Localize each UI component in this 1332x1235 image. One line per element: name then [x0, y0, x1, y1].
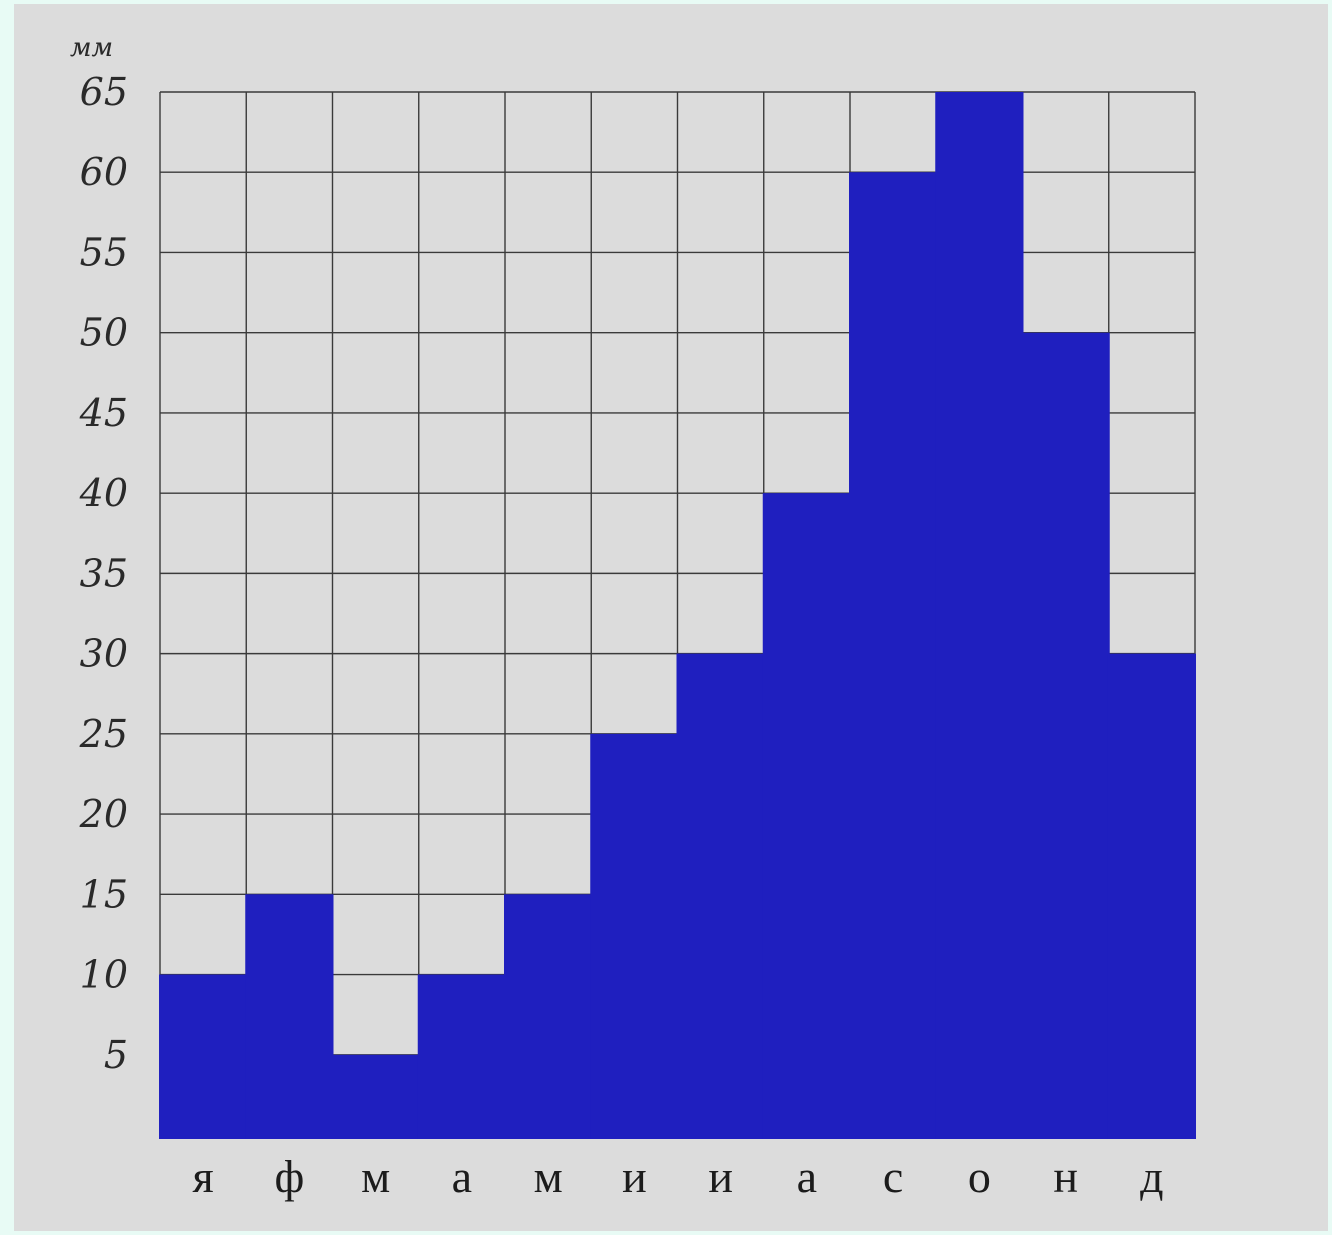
bar — [762, 493, 851, 1140]
y-tick-label: 25 — [79, 712, 128, 756]
bar — [849, 172, 938, 1139]
x-tick-label: а — [452, 1151, 472, 1202]
x-tick-label: м — [534, 1151, 563, 1202]
x-tick-label: о — [968, 1151, 991, 1202]
y-tick-label: 50 — [80, 311, 128, 355]
y-axis-unit-label: мм — [70, 33, 113, 63]
bar — [504, 894, 593, 1139]
x-tick-label: а — [797, 1151, 817, 1202]
bar — [1021, 332, 1110, 1139]
bar — [331, 1054, 420, 1139]
bar — [676, 653, 765, 1139]
x-tick-label: д — [1140, 1151, 1163, 1202]
x-tick-label: и — [708, 1151, 733, 1202]
y-tick-label: 30 — [80, 632, 128, 676]
bar — [590, 733, 679, 1139]
y-tick-label: 60 — [80, 150, 128, 194]
y-tick-label: 20 — [79, 792, 128, 836]
y-tick-label: 10 — [80, 953, 128, 997]
bar — [935, 92, 1024, 1139]
x-tick-label: и — [622, 1151, 647, 1202]
y-axis-ticks: 5 10 15 20 25 30 35 40 45 50 55 60 65 — [79, 70, 128, 1077]
y-tick-label: 45 — [79, 391, 128, 435]
x-tick-label: я — [193, 1151, 214, 1202]
x-tick-label: с — [883, 1151, 903, 1202]
x-tick-label: м — [361, 1151, 390, 1202]
bar — [417, 974, 506, 1139]
y-tick-label: 35 — [80, 551, 128, 595]
y-tick-label: 40 — [79, 471, 128, 515]
y-tick-label: 5 — [104, 1033, 128, 1077]
y-tick-label: 55 — [80, 230, 128, 274]
bar — [245, 894, 334, 1139]
x-tick-label: н — [1053, 1151, 1078, 1202]
x-tick-label: ф — [274, 1151, 304, 1202]
bar — [159, 974, 248, 1139]
y-tick-label: 65 — [80, 70, 128, 114]
bar — [1107, 653, 1196, 1139]
bars — [159, 92, 1196, 1140]
y-tick-label: 15 — [80, 872, 128, 916]
